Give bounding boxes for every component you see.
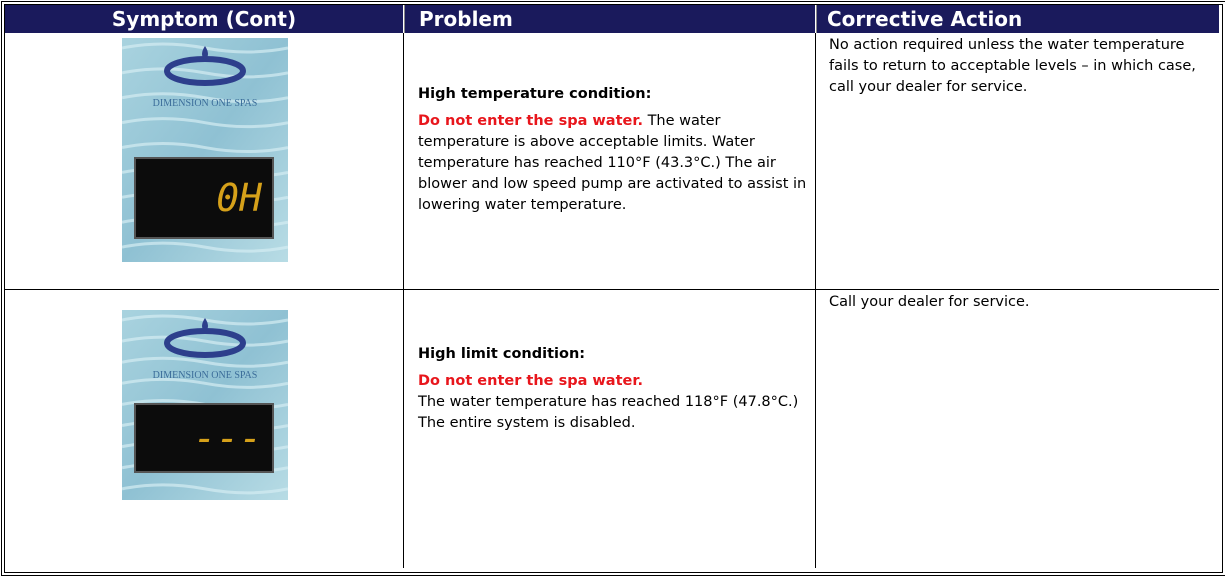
warning: Do not enter the spa water. bbox=[418, 113, 643, 129]
header-cell: Corrective Action bbox=[816, 5, 1219, 33]
action-text: Call your dealer for service. bbox=[829, 292, 1209, 313]
control-panel-image: DIMENSION ONE SPAS --- bbox=[122, 310, 288, 500]
problem-text: High limit condition: Do not enter the s… bbox=[418, 344, 808, 434]
brand-text: DIMENSION ONE SPAS bbox=[153, 370, 258, 381]
control-panel-image: DIMENSION ONE SPAS 0H bbox=[122, 38, 288, 262]
warning: Do not enter the spa water. bbox=[418, 371, 808, 392]
display-text: --- bbox=[193, 416, 262, 460]
action-text: No action required unless the water temp… bbox=[829, 35, 1209, 98]
cell bbox=[816, 290, 1219, 568]
brand-text: DIMENSION ONE SPAS bbox=[153, 98, 258, 109]
header-cell: Symptom (Cont) bbox=[5, 5, 403, 33]
page: {"table":{"headers":["Symptom (Cont)","P… bbox=[0, 0, 1225, 575]
header-cell: Problem bbox=[404, 5, 815, 33]
problem-heading: High limit condition: bbox=[418, 344, 808, 365]
problem-body: The water temperature has reached 118°F … bbox=[418, 394, 798, 431]
problem-heading: High temperature condition: bbox=[418, 84, 808, 105]
display-text: 0H bbox=[216, 176, 263, 220]
problem-text: High temperature condition: Do not enter… bbox=[418, 84, 808, 216]
